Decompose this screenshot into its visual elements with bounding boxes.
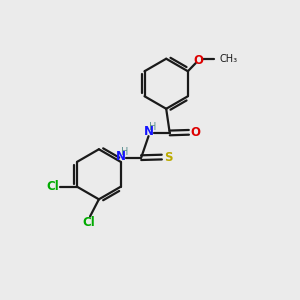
Text: O: O bbox=[190, 126, 200, 139]
Text: Cl: Cl bbox=[47, 180, 59, 193]
Text: Cl: Cl bbox=[83, 216, 95, 230]
Text: N: N bbox=[143, 125, 154, 138]
Text: CH₃: CH₃ bbox=[219, 54, 238, 64]
Text: H: H bbox=[121, 147, 128, 157]
Text: S: S bbox=[164, 151, 173, 164]
Text: O: O bbox=[193, 53, 203, 67]
Text: H: H bbox=[149, 122, 156, 132]
Text: N: N bbox=[116, 150, 126, 163]
